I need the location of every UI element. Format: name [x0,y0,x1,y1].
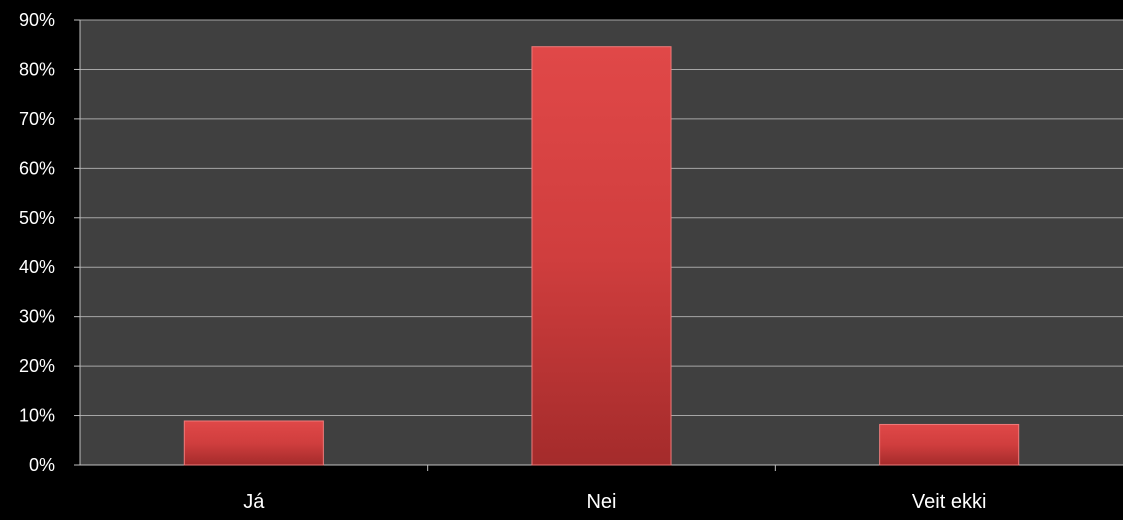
x-category-labels: Já Nei Veit ekki [243,491,986,513]
y-tick-label: 20% [19,356,55,376]
y-tick-labels: 0% 10% 20% 30% 40% 50% 60% 70% 80% 90% [19,10,55,475]
bar-1 [183,420,324,466]
y-tick-label: 50% [19,208,55,228]
x-category-label: Já [243,491,265,513]
x-category-label: Nei [586,491,616,513]
y-tick-label: 80% [19,59,55,79]
y-tick-label: 70% [19,109,55,129]
y-tick-label: 10% [19,406,55,426]
y-tick-label: 90% [19,10,55,30]
bar-3 [879,423,1020,466]
bar-2 [531,46,672,466]
x-category-label: Veit ekki [912,491,986,513]
y-tick-label: 60% [19,158,55,178]
y-tick-label: 0% [29,455,55,475]
bars [183,46,1020,466]
y-tick-label: 30% [19,307,55,327]
y-tick-label: 40% [19,257,55,277]
